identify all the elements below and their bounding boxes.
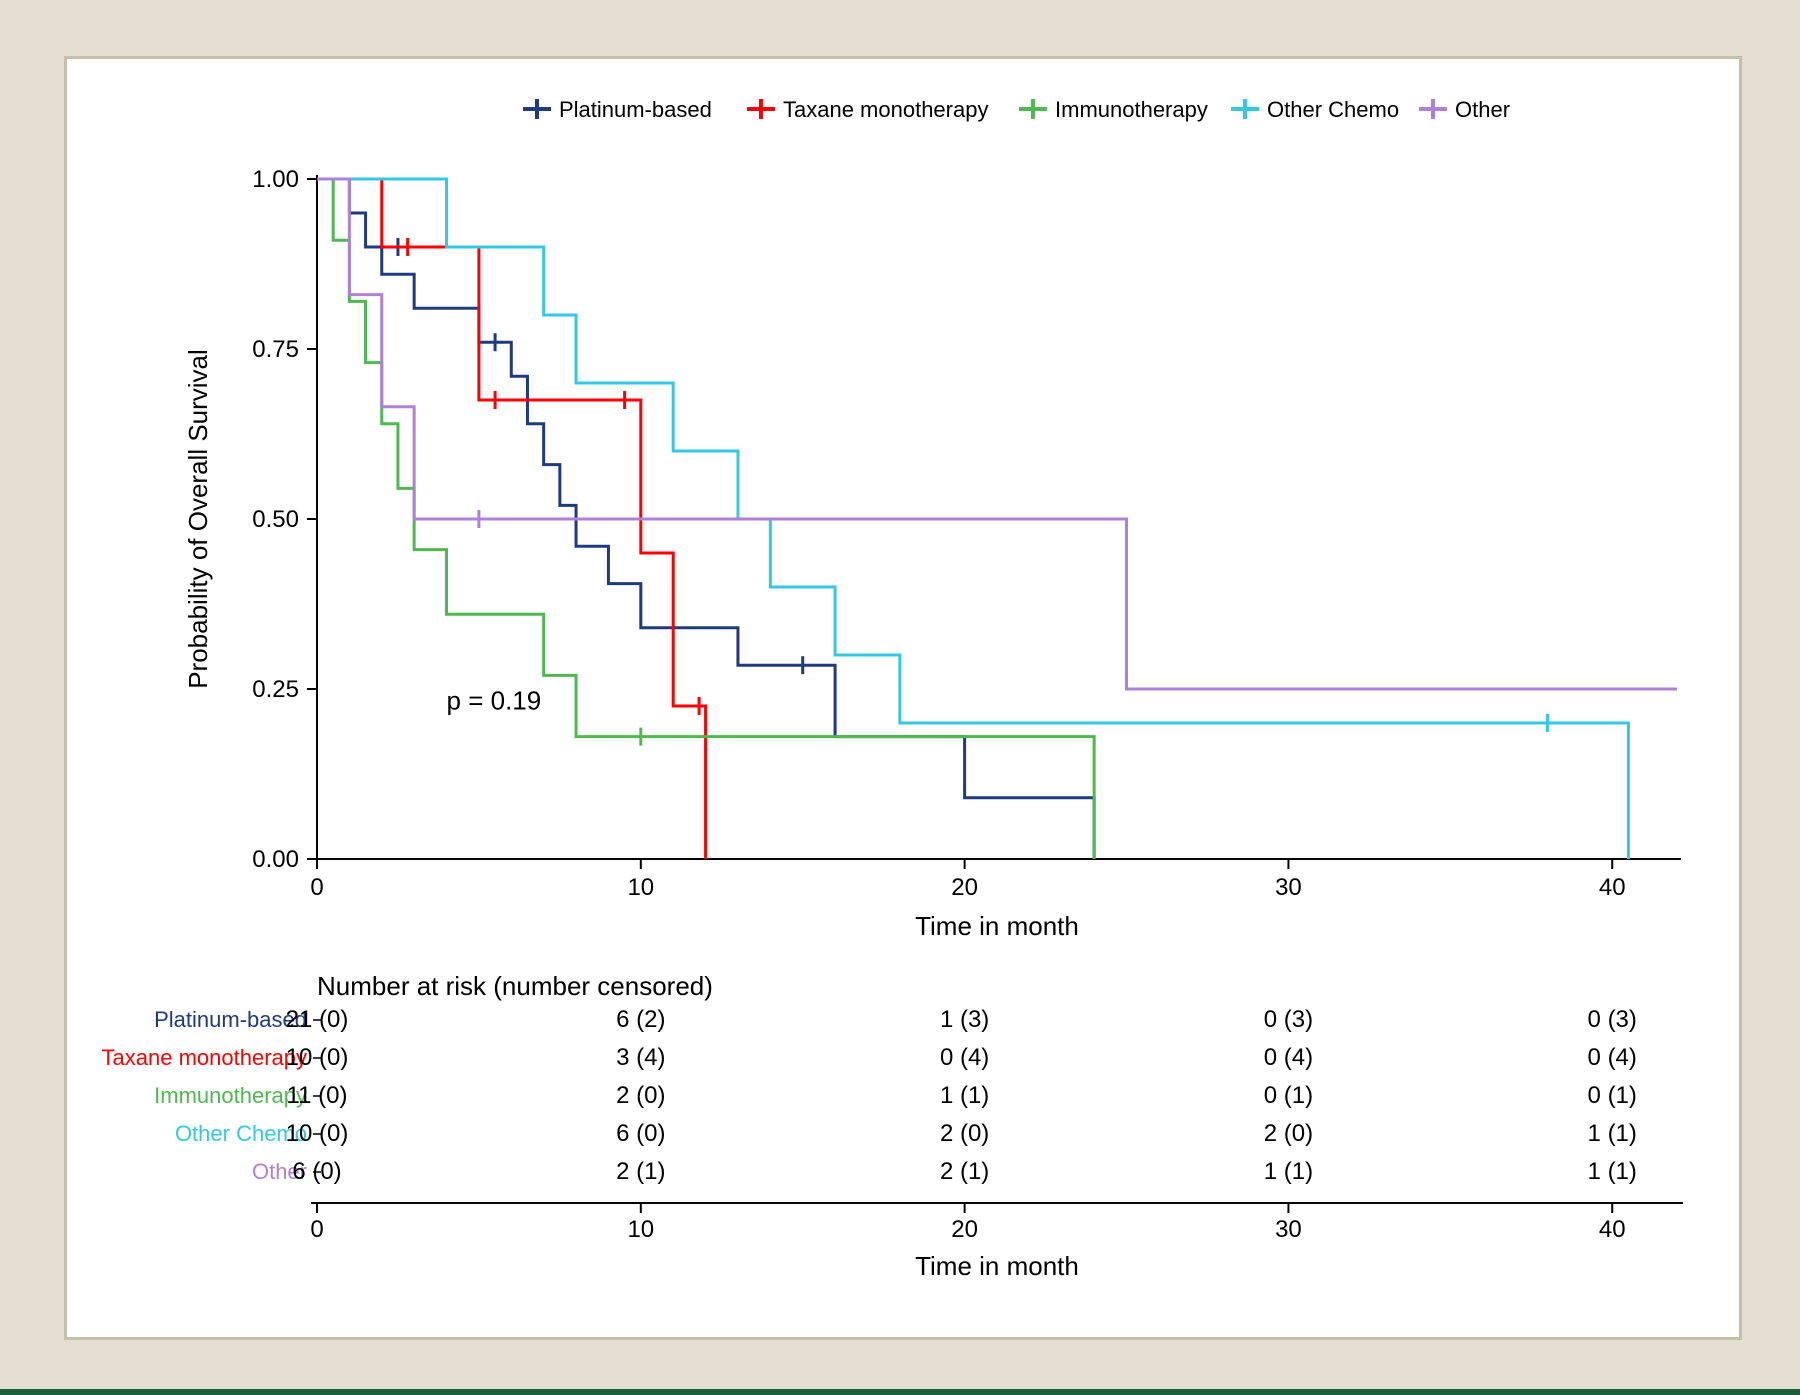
risk-table: Number at risk (number censored) Platinum… (102, 971, 1683, 1281)
risk-table-x-tick: 0 (310, 1216, 323, 1243)
risk-table-row-label: Platinum-based (154, 1007, 307, 1032)
legend: Platinum-based Taxane monotherapy Immunoth… (523, 97, 1510, 122)
risk-table-cell: 0 (4) (1588, 1044, 1637, 1071)
survival-curve (317, 179, 1677, 689)
risk-table-cell: 1 (1) (1588, 1120, 1637, 1147)
y-axis-label: Probability of Overall Survival (183, 349, 213, 689)
risk-table-cell: 10 (0) (286, 1120, 349, 1147)
legend-item-label: Other Chemo (1267, 97, 1399, 122)
x-tick-label: 10 (627, 874, 654, 901)
risk-table-title: Number at risk (number censored) (317, 971, 713, 1001)
risk-table-cell: 1 (1) (1588, 1158, 1637, 1185)
y-tick-label: 0.75 (252, 336, 299, 363)
y-tick-label: 0.25 (252, 676, 299, 703)
risk-table-cell: 1 (3) (940, 1006, 989, 1033)
risk-table-cell: 2 (0) (1264, 1120, 1313, 1147)
risk-table-cell: 2 (0) (940, 1120, 989, 1147)
risk-table-cell: 0 (3) (1588, 1006, 1637, 1033)
risk-table-cell: 3 (4) (616, 1044, 665, 1071)
legend-item-label: Other (1455, 97, 1510, 122)
x-axis-label: Time in month (915, 911, 1079, 941)
risk-table-cell: 6 (2) (616, 1006, 665, 1033)
y-tick-label: 0.50 (252, 506, 299, 533)
risk-table-cell: 0 (4) (1264, 1044, 1313, 1071)
figure-panel: Platinum-based Taxane monotherapy Immunoth… (64, 56, 1742, 1340)
km-chart-svg: Platinum-based Taxane monotherapy Immunoth… (67, 59, 1739, 1337)
legend-item-label: Immunotherapy (1055, 97, 1208, 122)
risk-table-cell: 1 (1) (1264, 1158, 1313, 1185)
x-tick-label: 0 (310, 874, 323, 901)
y-tick-label: 1.00 (252, 166, 299, 193)
x-tick-label: 30 (1275, 874, 1302, 901)
risk-table-cell: 1 (1) (940, 1082, 989, 1109)
risk-table-cell: 6 (0) (616, 1120, 665, 1147)
y-tick-label: 0.00 (252, 846, 299, 873)
risk-table-x-tick: 20 (951, 1216, 978, 1243)
p-value-text: p = 0.19 (447, 685, 542, 715)
risk-table-x-label: Time in month (915, 1251, 1079, 1281)
risk-table-cell: 6 (0) (292, 1158, 341, 1185)
legend-item-label: Platinum-based (559, 97, 712, 122)
risk-table-cell: 2 (1) (940, 1158, 989, 1185)
legend-item-label: Taxane monotherapy (783, 97, 988, 122)
risk-table-x-tick: 30 (1275, 1216, 1302, 1243)
risk-table-row-label: Immunotherapy (154, 1083, 307, 1108)
risk-table-cell: 0 (4) (940, 1044, 989, 1071)
x-tick-label: 20 (951, 874, 978, 901)
risk-table-cell: 0 (1) (1588, 1082, 1637, 1109)
risk-table-cell: 21 (0) (286, 1006, 349, 1033)
risk-table-cell: 10 (0) (286, 1044, 349, 1071)
risk-table-cell: 2 (1) (616, 1158, 665, 1185)
x-tick-label: 40 (1599, 874, 1626, 901)
risk-table-x-tick: 40 (1599, 1216, 1626, 1243)
axes: 0.00 0.25 0.50 0.75 1.00 0 10 20 30 40 Time in mon… (183, 166, 1681, 941)
figure-frame: Platinum-based Taxane monotherapy Immunoth… (0, 0, 1800, 1395)
risk-table-cell: 2 (0) (616, 1082, 665, 1109)
risk-table-cell: 0 (1) (1264, 1082, 1313, 1109)
risk-table-row-label: Taxane monotherapy (102, 1045, 307, 1070)
risk-table-cell: 0 (3) (1264, 1006, 1313, 1033)
risk-table-cell: 11 (0) (287, 1082, 348, 1109)
risk-table-x-tick: 10 (627, 1216, 654, 1243)
